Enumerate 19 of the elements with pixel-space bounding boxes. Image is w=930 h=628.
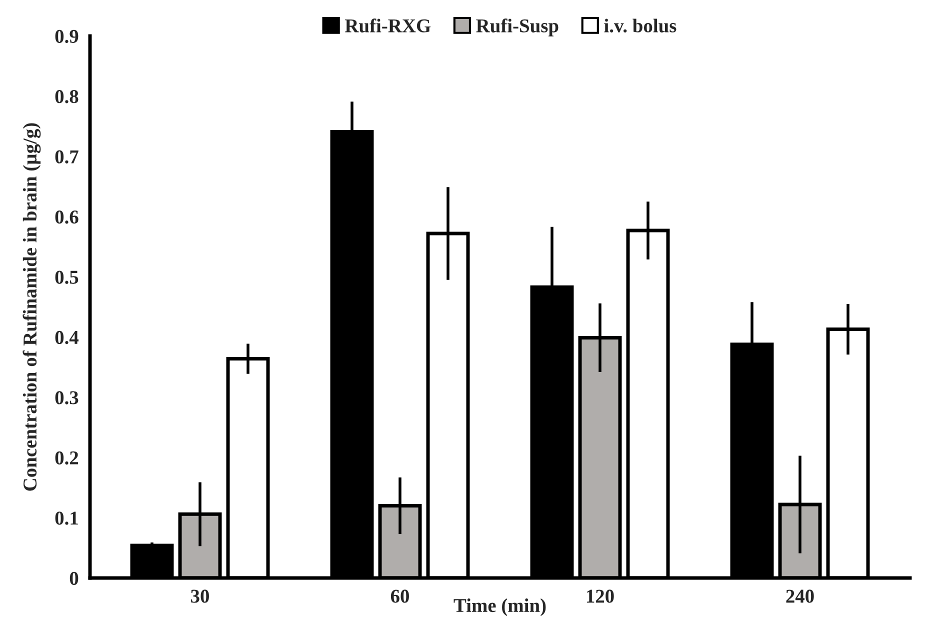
legend-label: Rufi-Susp (476, 18, 558, 36)
x-tick-label: 240 (786, 590, 814, 603)
y-tick-label: 0.9 (55, 30, 78, 44)
y-tick-label: 0.1 (55, 512, 78, 525)
y-tick-label: 0.3 (55, 391, 78, 404)
y-axis-title: Concentration of Rufinamide in brain (µg/g) (22, 123, 41, 491)
y-tick-label: 0.5 (55, 270, 78, 284)
x-tick-label: 120 (586, 590, 614, 603)
y-tick-label: 0.4 (55, 330, 79, 344)
x-tick-label: 60 (390, 590, 409, 603)
legend-label: Rufi-RXG (345, 18, 431, 32)
x-axis-title: Time (min) (454, 598, 546, 616)
y-tick-label: 0.6 (55, 210, 78, 224)
y-tick-label: 0.7 (55, 150, 78, 164)
legend-label: i.v. bolus (604, 18, 676, 32)
x-tick-label: 30 (191, 590, 209, 603)
y-tick-label: 0.2 (55, 451, 78, 465)
y-tick-label: 0.8 (55, 90, 78, 104)
y-tick-label: 0 (70, 572, 78, 585)
